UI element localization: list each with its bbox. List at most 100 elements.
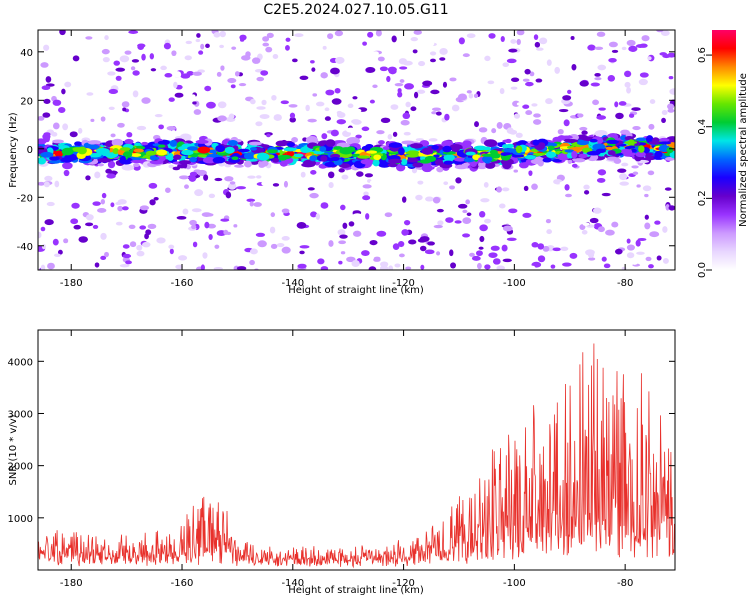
heatmap-speckle [230,84,236,89]
heatmap-speckle [661,110,668,116]
heatmap-ridge-blob [256,152,270,161]
heatmap-speckle [219,30,227,38]
spectrogram-frame [37,29,676,271]
heatmap-speckle [338,240,347,245]
heatmap-speckle [523,185,529,192]
heatmap-speckle [528,170,533,177]
heatmap-speckle [184,184,189,189]
heatmap-speckle [249,259,255,266]
heatmap-speckle [636,251,645,255]
heatmap-speckle [636,184,641,188]
heatmap-speckle [449,77,457,82]
heatmap-ridge-blob [606,139,620,144]
heatmap-ridge-blob [454,164,469,170]
heatmap-ridge-blob [388,158,402,164]
heatmap-speckle [456,186,462,192]
heatmap-speckle [647,170,655,176]
heatmap-ridge-blob [227,139,239,146]
heatmap-speckle [336,110,343,115]
heatmap-speckle [508,48,518,53]
heatmap-speckle [351,80,360,86]
heatmap-ridge-blob [624,146,632,150]
heatmap-ridge-blob [208,149,217,154]
heatmap-speckle [102,57,110,63]
heatmap-ridge-blob [338,163,351,169]
heatmap-speckle [296,222,307,229]
heatmap-speckle [176,185,181,189]
heatmap-speckle [119,55,130,63]
heatmap-speckle [40,264,46,270]
heatmap-ridge-blob [112,148,120,155]
heatmap-ridge-blob [410,143,423,149]
heatmap-ridge-blob [156,154,166,162]
heatmap-speckle [289,112,296,119]
heatmap-ridge-blob [606,156,619,161]
heatmap-speckle [404,83,415,90]
heatmap-ridge-blob [88,153,102,158]
heatmap-speckle [317,258,325,265]
snr-ticks: -180 -160 -140 -120 -100 -80 1000 2000 3000 4000 [8,330,675,589]
heatmap-speckle [560,246,569,251]
heatmap-speckle [297,263,307,269]
heatmap-speckle [618,101,627,106]
heatmap-speckle [348,221,355,227]
heatmap-speckle [655,207,661,212]
heatmap-speckle [656,255,662,261]
heatmap-speckle [117,122,125,128]
heatmap-speckle [52,122,60,130]
heatmap-speckle [184,30,190,34]
heatmap-speckle [92,201,101,206]
heatmap-ridge-blob [186,146,199,151]
spectrogram-x-tick-label: -160 [171,278,194,289]
heatmap-speckle [442,81,448,88]
heatmap-ridge-blob [469,161,477,167]
heatmap-speckle [338,260,343,265]
heatmap-speckle [272,183,280,187]
heatmap-ridge-blob [366,150,378,154]
snr-series-line [38,343,675,569]
heatmap-speckle [320,202,329,209]
heatmap-ridge-blob [551,159,563,163]
heatmap-speckle [436,111,442,116]
heatmap-speckle [115,67,126,72]
heatmap-speckle [417,180,424,185]
heatmap-speckle [125,184,131,190]
heatmap-speckle [100,255,107,261]
heatmap-ridge-blob [388,142,403,148]
heatmap-speckle [42,112,51,118]
heatmap-speckle [528,265,536,270]
heatmap-speckle [38,181,46,186]
heatmap-speckle [40,226,46,232]
heatmap-speckle [403,219,411,226]
heatmap-speckle [188,175,197,182]
heatmap-ridge-blob [382,146,390,151]
heatmap-speckle [402,196,407,203]
heatmap-ridge-blob [301,162,316,168]
heatmap-ridge-blob [155,149,168,156]
heatmap-speckle [292,58,298,63]
heatmap-speckle [668,205,675,211]
heatmap-ridge-blob [54,150,64,158]
heatmap-speckle [70,218,79,225]
heatmap-speckle [500,36,505,42]
heatmap-speckle [587,251,595,258]
heatmap-speckle [174,71,182,78]
heatmap-speckle [667,52,675,58]
heatmap-ridge-blob [286,150,295,157]
heatmap-ridge-blob [503,148,517,153]
heatmap-ridge-blob [421,164,433,173]
heatmap-speckle [182,208,189,215]
heatmap-speckle [534,85,540,92]
heatmap-ridge-blob [320,155,328,162]
heatmap-speckle [420,264,425,270]
heatmap-speckle [43,98,51,104]
heatmap-speckle [227,77,237,84]
heatmap-speckle [516,30,525,36]
heatmap-speckle [510,39,517,44]
heatmap-speckle [626,244,635,251]
heatmap-speckle [502,258,512,263]
heatmap-speckle [361,250,370,256]
heatmap-speckle [299,75,309,81]
heatmap-ridge-blob [38,157,46,165]
heatmap-speckle [259,114,270,119]
